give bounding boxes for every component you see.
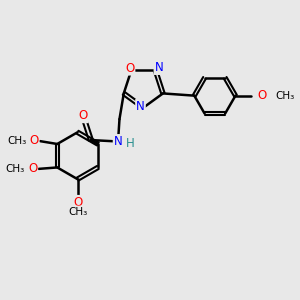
- Text: O: O: [125, 61, 134, 75]
- Text: CH₃: CH₃: [6, 164, 25, 174]
- Text: N: N: [154, 61, 163, 74]
- Text: CH₃: CH₃: [275, 91, 295, 100]
- Text: CH₃: CH₃: [7, 136, 26, 146]
- Text: O: O: [29, 134, 39, 147]
- Text: O: O: [257, 89, 267, 102]
- Text: O: O: [73, 196, 82, 209]
- Text: CH₃: CH₃: [68, 206, 87, 217]
- Text: H: H: [126, 137, 134, 150]
- Text: O: O: [28, 162, 37, 176]
- Text: N: N: [114, 135, 122, 148]
- Text: O: O: [79, 109, 88, 122]
- Text: N: N: [136, 100, 145, 113]
